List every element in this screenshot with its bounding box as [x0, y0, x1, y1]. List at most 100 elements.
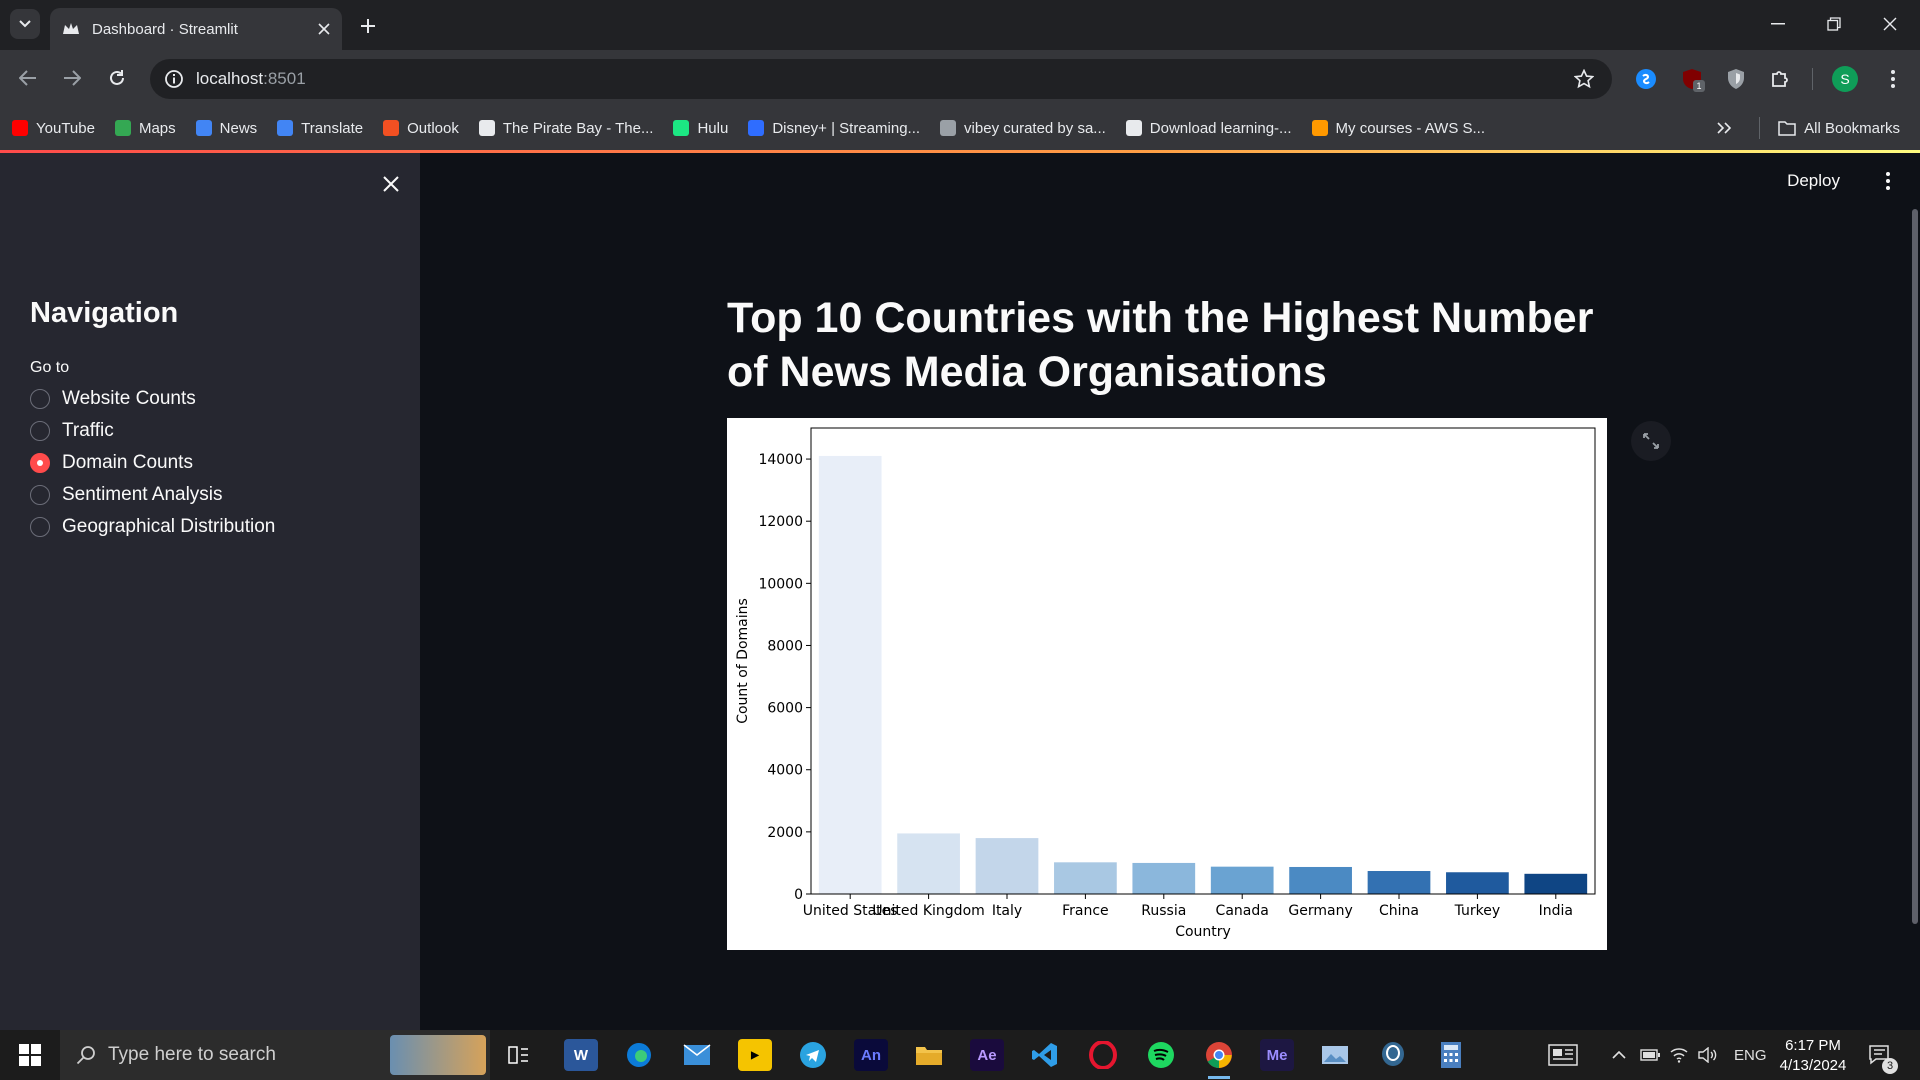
close-icon[interactable] — [318, 23, 330, 35]
search-icon — [76, 1046, 95, 1065]
translate-icon — [277, 120, 294, 136]
notification-center-button[interactable]: 3 — [1868, 1030, 1898, 1080]
sidebar: Navigation Go to Website Counts Traffic Do… — [0, 153, 420, 1030]
bookmark-label: Download learning-... — [1149, 119, 1292, 137]
postgres-icon[interactable] — [1376, 1039, 1410, 1071]
wifi-icon[interactable] — [1670, 1030, 1688, 1080]
app-menu-button[interactable] — [1876, 169, 1900, 193]
bookmarks-bar-right: All Bookmarks — [1717, 106, 1920, 150]
spotify-icon[interactable] — [1144, 1039, 1178, 1071]
sidebar-close-button[interactable] — [378, 171, 404, 197]
close-icon — [383, 176, 399, 192]
language-indicator[interactable]: ENG — [1734, 1046, 1767, 1064]
forward-button[interactable] — [58, 64, 86, 92]
bar-italy — [975, 838, 1039, 894]
bookmark-item[interactable]: Download learning-... — [1125, 119, 1292, 137]
animate-icon[interactable]: An — [854, 1039, 888, 1071]
new-tab-button[interactable] — [354, 12, 382, 40]
notification-count: 3 — [1882, 1058, 1898, 1074]
bookmark-item[interactable]: Translate — [277, 120, 363, 137]
after-effects-icon[interactable]: Ae — [970, 1039, 1004, 1071]
nav-radio-option[interactable]: Website Counts — [30, 383, 275, 415]
browser-toolbar: localhost:8501 1 S — [0, 50, 1920, 106]
nav-radio-option[interactable]: Sentiment Analysis — [30, 479, 275, 511]
bookmark-item[interactable]: YouTube — [12, 120, 95, 137]
minimize-button[interactable] — [1758, 8, 1798, 40]
show-hidden-icons-button[interactable] — [1612, 1030, 1626, 1080]
folder-icon — [1778, 121, 1796, 136]
calculator-icon[interactable] — [1434, 1039, 1468, 1071]
double-chevron-right-icon — [1717, 122, 1732, 134]
address-bar[interactable]: localhost:8501 — [150, 59, 1612, 99]
nav-radio-option[interactable]: Traffic — [30, 415, 275, 447]
nav-radio-option[interactable]: Geographical Distribution — [30, 511, 275, 543]
telegram-icon[interactable] — [796, 1039, 830, 1071]
file-explorer-icon[interactable] — [912, 1039, 946, 1071]
fullscreen-button[interactable] — [1631, 421, 1671, 461]
image-viewer-icon[interactable] — [1318, 1039, 1352, 1071]
bookmark-item[interactable]: Maps — [114, 119, 176, 137]
mail-icon[interactable] — [680, 1039, 714, 1071]
radio-button-icon[interactable] — [30, 389, 50, 409]
back-button[interactable] — [14, 64, 42, 92]
taskbar-search[interactable]: Type here to search — [60, 1030, 490, 1080]
page-scrollbar[interactable] — [1912, 209, 1918, 924]
bookmark-item[interactable]: My courses - AWS S... — [1311, 120, 1485, 137]
player-app-icon[interactable]: ▶ — [738, 1039, 772, 1071]
radio-button-icon[interactable] — [30, 421, 50, 441]
bookmark-label: Maps — [138, 119, 176, 137]
bar-united-kingdom — [897, 833, 960, 894]
ublock-extension-icon[interactable]: 1 — [1679, 66, 1705, 92]
radio-button-icon[interactable] — [30, 517, 50, 537]
battery-icon[interactable] — [1640, 1030, 1660, 1080]
y-tick-label: 12000 — [758, 514, 803, 530]
bar-united-states — [818, 455, 882, 894]
bookmark-item[interactable]: vibey curated by sa... — [940, 120, 1106, 137]
site-info-icon[interactable] — [164, 69, 184, 89]
bar-china — [1367, 871, 1431, 894]
bookmarks-overflow-button[interactable] — [1717, 122, 1732, 134]
bookmark-label: The Pirate Bay - The... — [502, 119, 654, 137]
bookmark-item[interactable]: Disney+ | Streaming... — [748, 120, 920, 137]
vscode-icon[interactable] — [1028, 1039, 1062, 1071]
shazam-extension-icon[interactable] — [1633, 66, 1659, 92]
bookmark-item[interactable]: Outlook — [383, 120, 459, 137]
reload-button[interactable] — [103, 64, 131, 92]
opera-icon[interactable] — [1086, 1039, 1120, 1071]
news-widget-icon[interactable] — [1548, 1030, 1578, 1080]
page-title: Top 10 Countries with the Highest Number… — [727, 294, 1594, 396]
restore-button[interactable] — [1814, 8, 1854, 40]
x-tick-label: Russia — [1141, 903, 1186, 919]
extensions-puzzle-icon[interactable] — [1767, 66, 1793, 92]
bar-russia — [1132, 862, 1196, 894]
volume-icon[interactable] — [1698, 1030, 1718, 1080]
radio-button-icon[interactable] — [30, 485, 50, 505]
all-bookmarks-button[interactable]: All Bookmarks — [1778, 120, 1900, 137]
tab-search-button[interactable] — [10, 9, 40, 39]
outlook-icon — [383, 120, 400, 136]
y-tick-label: 2000 — [767, 825, 803, 841]
bookmark-item[interactable]: News — [195, 120, 257, 137]
edge-icon[interactable] — [622, 1039, 656, 1071]
nav-radio-option[interactable]: Domain Counts — [30, 447, 275, 479]
bookmark-label: vibey curated by sa... — [964, 119, 1106, 137]
start-button[interactable] — [10, 1030, 50, 1080]
bookmark-star-icon[interactable] — [1574, 69, 1594, 89]
radio-label: Geographical Distribution — [62, 516, 276, 537]
close-window-button[interactable] — [1870, 8, 1910, 40]
media-encoder-icon[interactable]: Me — [1260, 1039, 1294, 1071]
tab-dashboard[interactable]: Dashboard · Streamlit — [50, 8, 342, 50]
word-icon[interactable]: W — [564, 1039, 598, 1071]
tab-title: Dashboard · Streamlit — [92, 20, 238, 38]
profile-avatar[interactable]: S — [1832, 66, 1858, 92]
shield-extension-icon[interactable] — [1723, 66, 1749, 92]
chrome-icon[interactable] — [1202, 1039, 1236, 1079]
radio-label: Website Counts — [62, 388, 196, 409]
task-view-icon[interactable] — [502, 1039, 536, 1071]
deploy-button[interactable]: Deploy — [1787, 171, 1840, 190]
bookmark-item[interactable]: The Pirate Bay - The... — [478, 119, 654, 137]
radio-button-icon[interactable] — [30, 453, 50, 473]
bookmark-item[interactable]: Hulu — [673, 120, 728, 137]
taskbar-clock[interactable]: 6:17 PM 4/13/2024 — [1765, 1036, 1861, 1076]
browser-menu-button[interactable] — [1880, 66, 1906, 92]
